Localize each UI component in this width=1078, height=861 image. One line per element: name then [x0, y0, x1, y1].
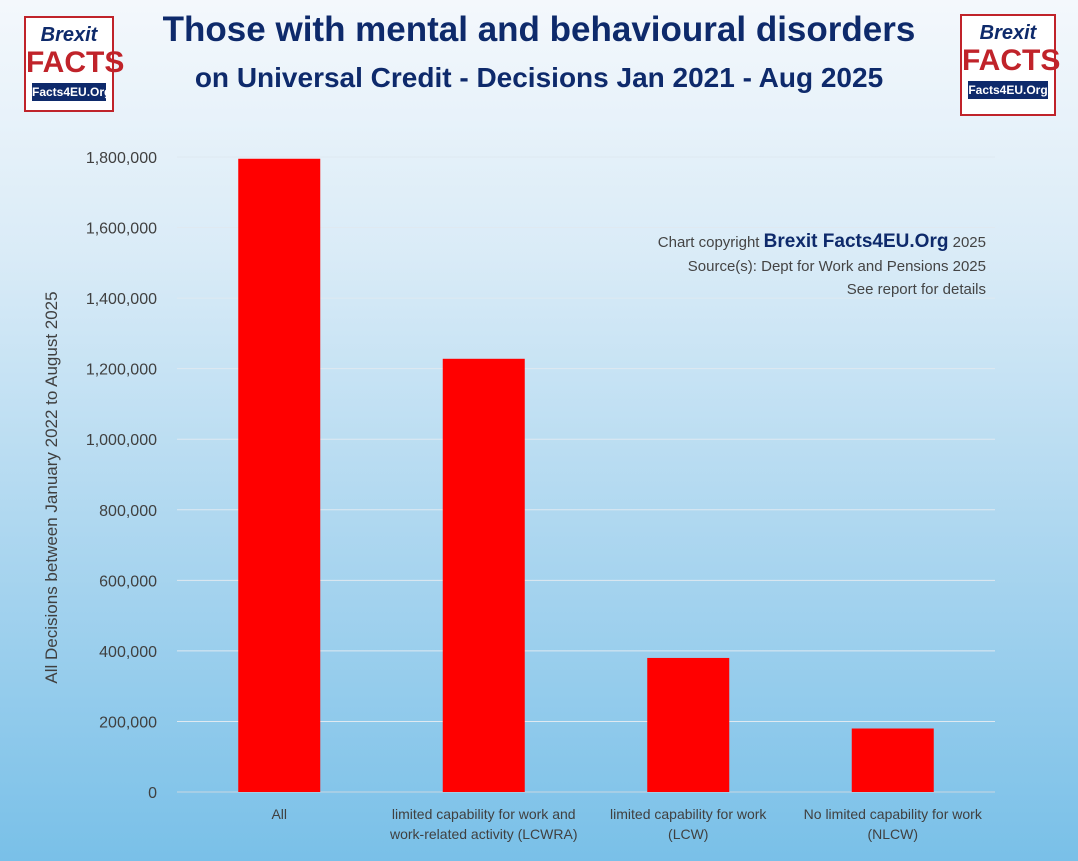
logo-site-text: Facts4EU.Org — [32, 83, 112, 101]
bar — [647, 657, 730, 792]
credit-prefix: Chart copyright — [657, 234, 760, 251]
logo-left: Brexit FACTS Facts4EU.Org — [24, 16, 125, 112]
y-tick-label: 600,000 — [99, 573, 157, 590]
y-tick-label: 1,600,000 — [86, 221, 157, 238]
bar — [851, 728, 934, 792]
x-category-label: work-related activity (LCWRA) — [389, 826, 577, 842]
logo-brexit-text: Brexit — [979, 22, 1037, 44]
logo-right: Brexit FACTS Facts4EU.Org — [960, 14, 1061, 116]
x-category-label: (LCW) — [668, 826, 708, 842]
x-category-label: limited capability for work — [610, 806, 767, 822]
chart-subtitle: on Universal Credit - Decisions Jan 2021… — [194, 62, 884, 93]
y-tick-label: 200,000 — [99, 714, 157, 731]
y-tick-label: 1,800,000 — [86, 150, 157, 167]
y-tick-label: 1,200,000 — [86, 362, 157, 379]
y-tick-label: 800,000 — [99, 503, 157, 520]
logo-site-text: Facts4EU.Org — [968, 81, 1048, 99]
y-axis-label: All Decisions between January 2022 to Au… — [42, 291, 61, 683]
x-category-label: (NLCW) — [867, 826, 918, 842]
logo-facts-text: FACTS — [26, 46, 125, 79]
y-tick-label: 400,000 — [99, 644, 157, 661]
y-tick-label: 0 — [148, 785, 157, 802]
logo-brexit-text: Brexit — [40, 24, 98, 46]
chart-title: Those with mental and behavioural disord… — [162, 10, 916, 49]
logo-facts-text: FACTS — [962, 44, 1061, 77]
credit-year: 2025 — [952, 234, 986, 251]
credit-line: Chart copyright Brexit Facts4EU.Org 2025 — [658, 231, 986, 253]
y-tick-label: 1,000,000 — [86, 432, 157, 449]
credit-source: Source(s): Dept for Work and Pensions 20… — [687, 258, 986, 275]
y-tick-label: 1,400,000 — [86, 291, 157, 308]
x-category-label: No limited capability for work — [804, 806, 983, 822]
bar — [442, 358, 525, 792]
credit-note: See report for details — [846, 281, 986, 298]
bar — [238, 158, 321, 792]
x-category-label: limited capability for work and — [392, 806, 576, 822]
credit-brand: Brexit Facts4EU.Org — [763, 231, 949, 252]
x-category-label: All — [271, 806, 287, 822]
